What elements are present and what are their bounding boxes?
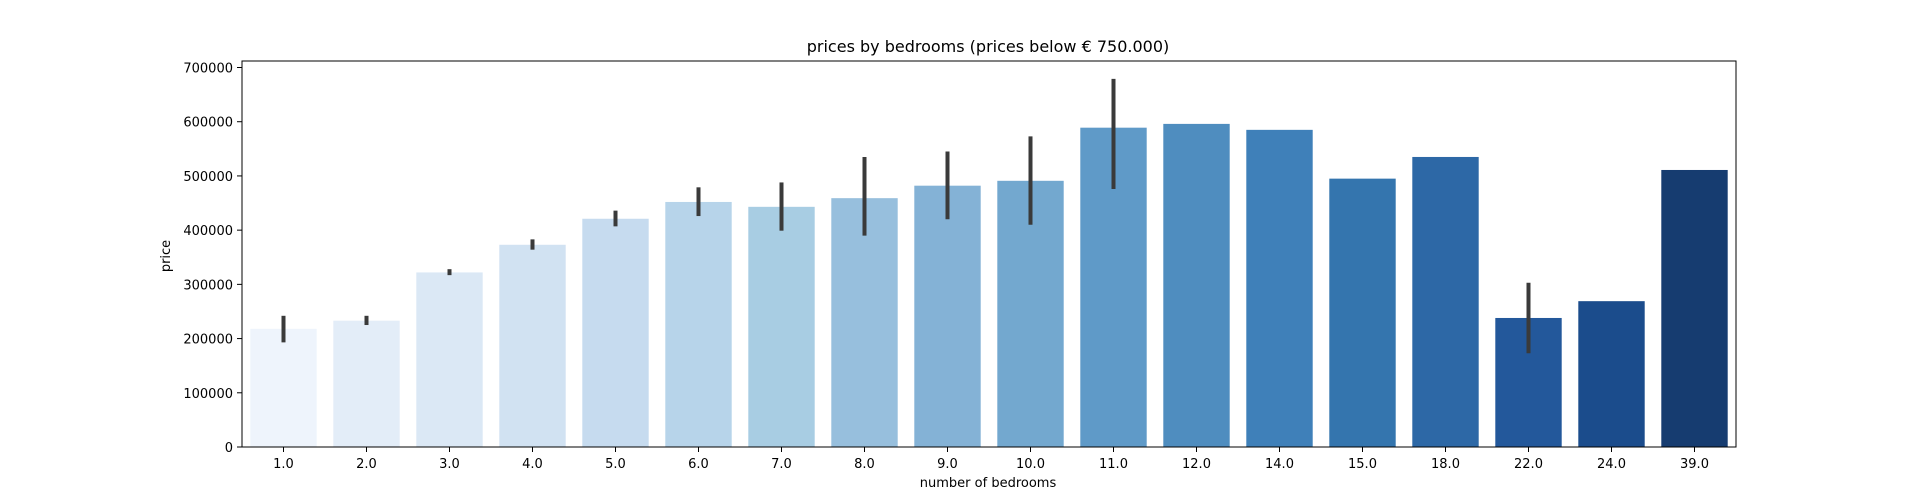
bar	[748, 206, 815, 447]
x-tick-label: 22.0	[1514, 457, 1543, 472]
y-tick-label: 700000	[183, 62, 233, 77]
y-tick-label: 500000	[183, 170, 233, 185]
y-tick-label: 400000	[183, 224, 233, 239]
x-tick-label: 14.0	[1265, 457, 1294, 472]
x-tick-label: 5.0	[605, 457, 626, 472]
y-axis: 0 100000 200000 300000 400000 500000 600000 700…	[183, 62, 242, 456]
x-tick-label: 12.0	[1182, 457, 1211, 472]
x-tick-label: 4.0	[522, 457, 543, 472]
bars-layer	[250, 123, 1728, 448]
bar	[665, 201, 732, 447]
y-tick-label: 300000	[183, 278, 233, 293]
x-tick-label: 1.0	[273, 457, 294, 472]
y-tick-label: 200000	[183, 333, 233, 348]
x-tick-label: 7.0	[771, 457, 792, 472]
bar	[250, 328, 317, 447]
bar	[831, 198, 898, 447]
bar	[1661, 169, 1728, 447]
x-tick-label: 39.0	[1680, 457, 1709, 472]
bar	[1412, 156, 1479, 447]
x-axis: 1.0 2.0 3.0 4.0 5.0 6.0 7.0 8.0 9.0 10.0 11.0 12.0 1…	[273, 447, 1709, 472]
bar	[1163, 123, 1230, 447]
x-tick-label: 3.0	[439, 457, 460, 472]
chart-title: prices by bedrooms (prices below € 750.0…	[807, 37, 1169, 56]
x-tick-label: 9.0	[937, 457, 958, 472]
x-tick-label: 2.0	[356, 457, 377, 472]
x-tick-label: 15.0	[1348, 457, 1377, 472]
bar	[997, 180, 1064, 447]
plot-frame	[241, 60, 1737, 448]
bar	[416, 272, 483, 447]
x-tick-label: 8.0	[854, 457, 875, 472]
bar	[1329, 178, 1396, 447]
y-tick-label: 0	[225, 441, 233, 456]
x-tick-label: 18.0	[1431, 457, 1460, 472]
bar	[1578, 301, 1645, 447]
bar	[1246, 129, 1313, 447]
x-tick-label: 10.0	[1016, 457, 1045, 472]
y-tick-label: 600000	[183, 116, 233, 131]
bar	[333, 320, 400, 447]
bar	[914, 185, 981, 447]
y-axis-label: price	[159, 240, 174, 272]
y-tick-label: 100000	[183, 387, 233, 402]
bar	[582, 218, 649, 447]
bar	[499, 244, 566, 447]
x-tick-label: 6.0	[688, 457, 709, 472]
x-tick-label: 11.0	[1099, 457, 1128, 472]
x-axis-label: number of bedrooms	[920, 476, 1057, 491]
error-bars-layer	[281, 78, 1531, 354]
x-tick-label: 24.0	[1597, 457, 1626, 472]
